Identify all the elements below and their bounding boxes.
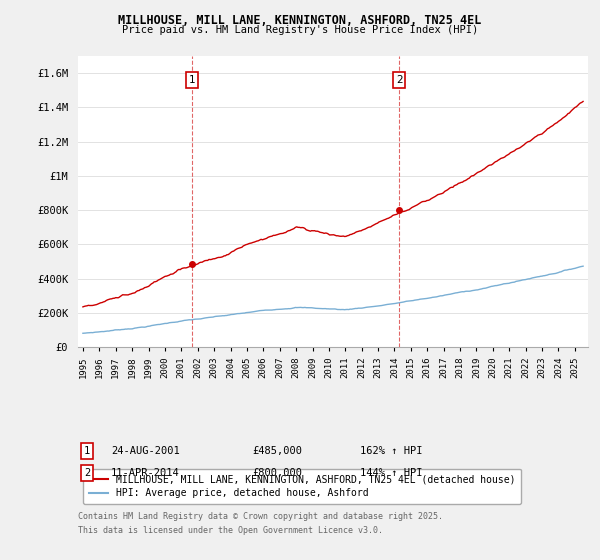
Text: 2: 2 [84, 468, 90, 478]
Legend: MILLHOUSE, MILL LANE, KENNINGTON, ASHFORD, TN25 4EL (detached house), HPI: Avera: MILLHOUSE, MILL LANE, KENNINGTON, ASHFOR… [83, 469, 521, 504]
Text: £485,000: £485,000 [252, 446, 302, 456]
Text: 162% ↑ HPI: 162% ↑ HPI [360, 446, 422, 456]
Text: £800,000: £800,000 [252, 468, 302, 478]
Text: This data is licensed under the Open Government Licence v3.0.: This data is licensed under the Open Gov… [78, 526, 383, 535]
Text: 24-AUG-2001: 24-AUG-2001 [111, 446, 180, 456]
Text: 144% ↑ HPI: 144% ↑ HPI [360, 468, 422, 478]
Text: MILLHOUSE, MILL LANE, KENNINGTON, ASHFORD, TN25 4EL: MILLHOUSE, MILL LANE, KENNINGTON, ASHFOR… [118, 14, 482, 27]
Text: Contains HM Land Registry data © Crown copyright and database right 2025.: Contains HM Land Registry data © Crown c… [78, 512, 443, 521]
Text: 1: 1 [188, 75, 195, 85]
Text: Price paid vs. HM Land Registry's House Price Index (HPI): Price paid vs. HM Land Registry's House … [122, 25, 478, 35]
Text: 1: 1 [84, 446, 90, 456]
Text: 2: 2 [396, 75, 403, 85]
Text: 11-APR-2014: 11-APR-2014 [111, 468, 180, 478]
